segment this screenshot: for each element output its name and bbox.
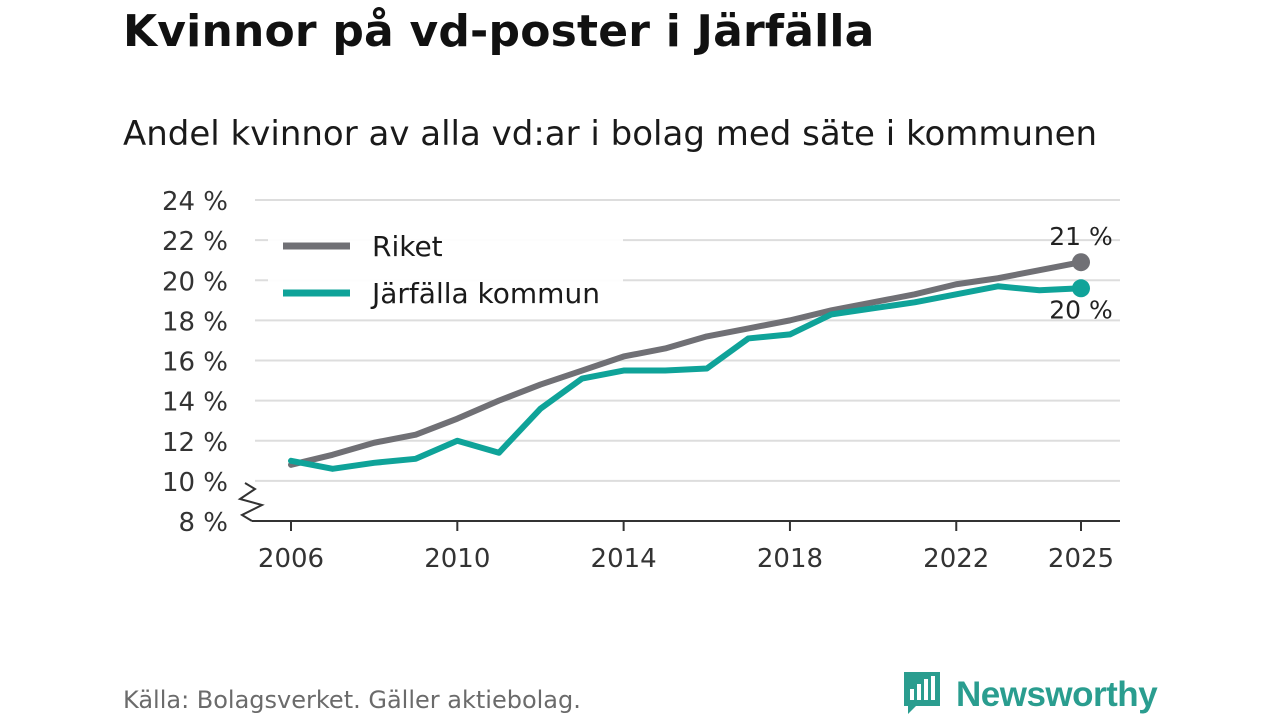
legend-label: Järfälla kommun xyxy=(370,277,600,310)
y-tick-label: 22 % xyxy=(162,227,228,257)
y-tick-label: 8 % xyxy=(178,508,228,538)
y-tick-label: 24 % xyxy=(162,187,228,217)
chart-title: Kvinnor på vd-poster i Järfälla xyxy=(123,6,875,57)
x-tick-label: 2025 xyxy=(1048,544,1114,574)
y-tick-label: 12 % xyxy=(162,428,228,458)
y-tick-label: 16 % xyxy=(162,348,228,378)
chart-subtitle: Andel kvinnor av alla vd:ar i bolag med … xyxy=(123,114,1098,154)
end-point-marker xyxy=(1072,279,1090,298)
series-line-jarfalla xyxy=(288,283,1084,472)
brand-logo[interactable]: Newsworthy xyxy=(902,670,1158,720)
x-tick-label: 2010 xyxy=(424,544,490,574)
y-tick-label: 20 % xyxy=(162,267,228,297)
brand-name: Newsworthy xyxy=(956,675,1158,714)
x-tick-label: 2018 xyxy=(757,544,823,574)
series-line-riket xyxy=(288,259,1084,468)
end-value-label: 20 % xyxy=(1049,295,1113,324)
y-tick-label: 18 % xyxy=(162,307,228,337)
legend-label: Riket xyxy=(372,230,443,263)
newsworthy-logo-icon xyxy=(902,670,942,720)
x-tick-label: 2006 xyxy=(258,544,324,574)
x-tick-label: 2022 xyxy=(923,544,989,574)
end-point-marker xyxy=(1072,253,1090,272)
source-note: Källa: Bolagsverket. Gäller aktiebolag. xyxy=(123,686,581,714)
y-tick-label: 10 % xyxy=(162,468,228,498)
y-tick-label: 14 % xyxy=(162,388,228,418)
x-tick-label: 2014 xyxy=(591,544,657,574)
end-value-label: 21 % xyxy=(1049,222,1113,251)
axis-break-icon xyxy=(237,482,265,522)
